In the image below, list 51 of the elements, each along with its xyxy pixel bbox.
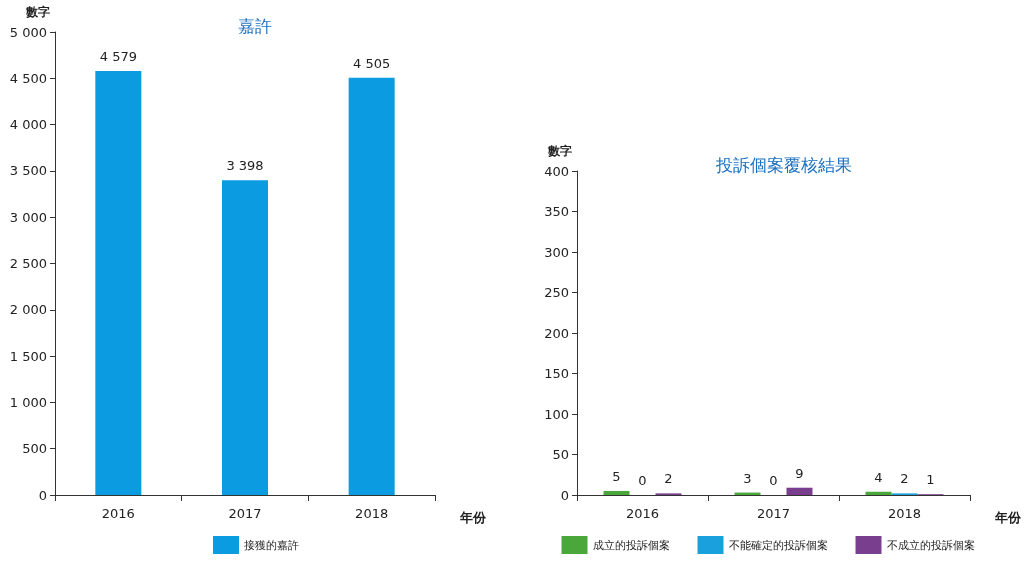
x-axis-title: 年份 <box>459 510 487 525</box>
legend-label: 不成立的投訴個案 <box>886 538 975 552</box>
chart-title: 投訴個案覆核結果 <box>714 154 852 175</box>
y-tick-label: 2 500 <box>9 256 47 271</box>
bar <box>222 180 268 495</box>
y-tick-label: 3 500 <box>9 163 47 179</box>
y-tick-label: 50 <box>552 447 569 462</box>
data-label: 0 <box>769 473 778 488</box>
y-tick-label: 350 <box>544 204 569 219</box>
x-tick-label: 2018 <box>355 506 389 521</box>
bar <box>95 70 142 495</box>
data-label: 9 <box>795 465 804 481</box>
legend-label: 接獲的嘉許 <box>244 538 299 552</box>
y-tick-label: 100 <box>544 406 569 422</box>
bar <box>348 77 395 495</box>
chart-title: 嘉許 <box>238 15 272 36</box>
x-tick-label: 2017 <box>228 506 262 521</box>
data-label: 0 <box>638 473 647 488</box>
data-label: 5 <box>612 468 621 484</box>
y-tick-label: 300 <box>544 244 569 260</box>
y-tick-label: 200 <box>544 325 569 341</box>
y-tick-label: 150 <box>544 366 569 381</box>
text: 4 579 <box>99 48 137 64</box>
y-tick-label: 250 <box>544 285 569 300</box>
y-tick-label: 3 000 <box>9 209 47 225</box>
y-axis-title: 數字 <box>25 5 50 19</box>
text: 4 505 <box>353 55 391 71</box>
y-tick-label: 1 500 <box>9 348 47 364</box>
y-tick-label: 2 000 <box>9 302 47 318</box>
text: 3 398 <box>226 158 264 174</box>
data-label: 1 <box>926 472 935 488</box>
y-tick-label: 0 <box>560 487 569 503</box>
data-label: 2 <box>900 471 909 487</box>
y-tick-label: 0 <box>38 487 47 503</box>
y-axis-title: 數字 <box>547 144 572 158</box>
x-tick-label: 2017 <box>756 506 791 521</box>
legend-label: 不能確定的投訴個案 <box>728 538 828 552</box>
y-tick-label: 1 000 <box>9 394 47 410</box>
x-tick-label: 2016 <box>101 506 135 521</box>
y-tick-label: 5 000 <box>9 24 47 40</box>
data-label: 3 <box>743 470 752 486</box>
data-label: 4 <box>874 469 883 485</box>
x-tick-label: 2018 <box>887 506 922 521</box>
legend-label: 成立的投訴個案 <box>592 538 670 552</box>
y-tick-label: 4 000 <box>9 117 47 133</box>
x-tick-label: 2016 <box>625 506 660 521</box>
x-axis-title: 年份 <box>994 510 1022 525</box>
data-label: 2 <box>664 471 673 487</box>
y-tick-label: 400 <box>544 163 569 179</box>
y-tick-label: 500 <box>22 441 47 457</box>
y-tick-label: 4 500 <box>9 70 47 86</box>
